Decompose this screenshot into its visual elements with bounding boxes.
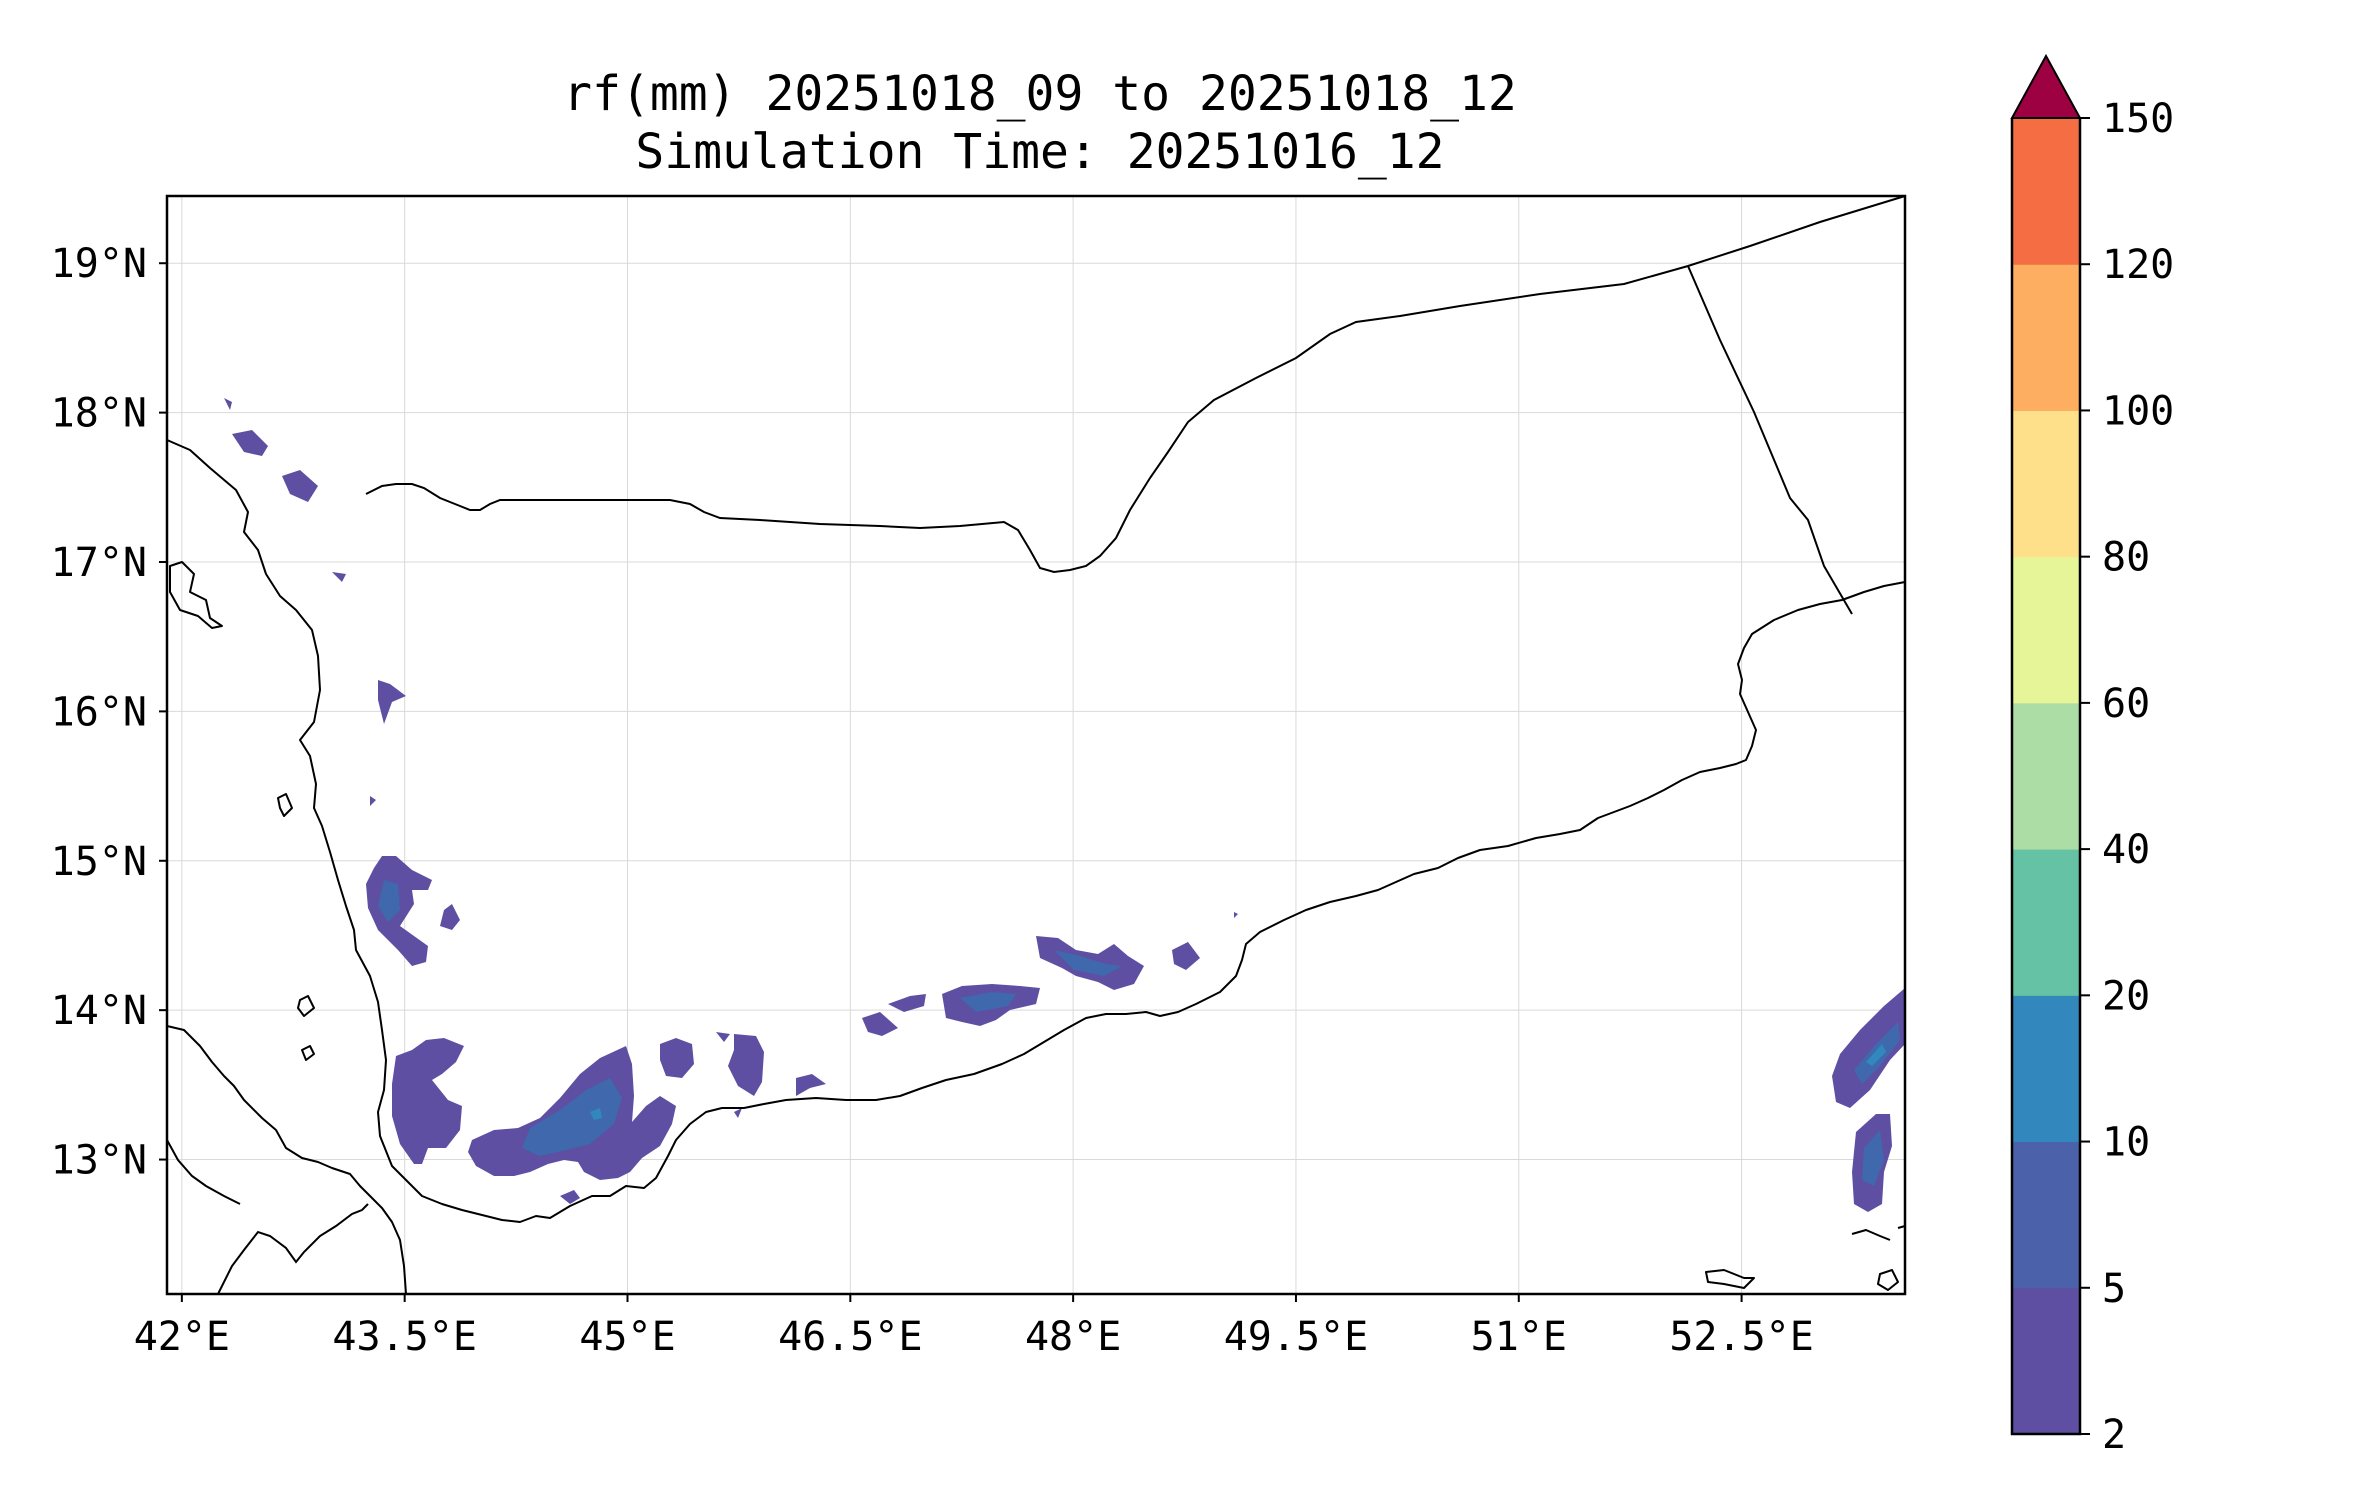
y-tick-label: 14°N [51,988,147,1034]
y-tick-label: 18°N [51,391,147,437]
colorbar-tick-label: 10 [2102,1120,2150,1166]
x-tick-label: 43.5°E [332,1314,477,1360]
colorbar-segment [2012,1141,2080,1289]
rain-patch-tihama-1 [332,572,346,582]
colorbar-segment [2012,118,2080,265]
colorbar-tick-label: 80 [2102,535,2150,581]
rain-patch-taiz-core-peak [590,1108,602,1120]
y-tick-label: 17°N [51,540,147,586]
rain-patch-socotra-2-core [1862,1130,1884,1186]
rain-patch-hadramaut-dot [1234,912,1238,918]
colorbar-segment [2012,1287,2080,1435]
rain-patch-tihama-2 [378,680,406,724]
rain-patch-shabwa-4-core [1054,950,1122,976]
colorbar-segment [2012,995,2080,1143]
map-panel [165,194,1907,1296]
rain-patch-shabwa-5 [1172,942,1200,970]
yemen-oman-border [1687,265,1853,615]
colorbar-segment [2012,849,2080,996]
map-frame [165,194,1907,1296]
rain-patch-taiz-core [522,1078,622,1156]
eritrea-coast-inner [166,1139,241,1205]
kamaran-island [277,793,293,817]
x-tick-label: 46.5°E [778,1314,923,1360]
rain-patch-north-coast-2 [282,470,318,502]
colorbar-tick-label: 2 [2102,1412,2126,1458]
rain-patch-north-dot [224,398,232,410]
y-axis-ticks: 13°N 14°N 15°N 16°N 17°N 18°N 19°N [51,241,167,1184]
x-tick-label: 49.5°E [1224,1314,1369,1360]
rain-patch-shabwa-3-core [960,992,1016,1012]
x-tick-label: 52.5°E [1669,1314,1814,1360]
rainfall-patches [224,398,1905,1212]
farasan-island [169,561,223,629]
colorbar: 2 5 10 20 40 60 80 100 120 150 [2010,53,2174,1458]
yemen-saudi-border [365,195,1906,574]
rain-patch-abyan-1 [796,1074,826,1096]
rain-patch-north-coast [232,430,268,456]
x-tick-label: 51°E [1471,1314,1567,1360]
colorbar-tick-label: 120 [2102,242,2174,288]
colorbar-tick-label: 100 [2102,388,2174,434]
colorbar-frame [2010,118,2082,1436]
rain-patch-socotra-1 [1832,988,1905,1108]
coastlines [166,439,1906,1295]
x-tick-label: 42°E [134,1314,230,1360]
rain-patch-bayda-west [716,1032,730,1042]
y-tick-label: 16°N [51,689,147,735]
rain-patch-socotra-1-peak [1866,1044,1886,1066]
x-tick-label: 48°E [1025,1314,1121,1360]
colorbar-tick-label: 40 [2102,827,2150,873]
colorbar-segment [2012,410,2080,558]
country-borders [166,195,1906,1295]
colorbar-tick-label: 20 [2102,973,2150,1019]
x-axis-ticks: 42°E 43.5°E 45°E 46.5°E 48°E 49.5°E 51°E 52.5°E [134,1294,1814,1360]
title-line-2: Simulation Time: 20251016_12 [635,124,1444,180]
rain-patch-shabwa-2 [888,994,926,1012]
y-tick-label: 15°N [51,839,147,885]
african-coast [166,1025,407,1295]
colorbar-segment [2012,702,2080,850]
rain-patch-tihama-3 [370,796,376,806]
rain-patch-abyan-2 [734,1108,742,1118]
rain-patch-shabwa-1 [862,1012,898,1036]
y-tick-label: 19°N [51,241,147,287]
colorbar-tick-label: 150 [2102,96,2174,142]
title-line-1: rf(mm) 20251018_09 to 20251018_12 [563,66,1517,122]
rain-patch-taiz-south [560,1190,580,1204]
rain-patch-west-highlands-core [378,880,400,922]
y-tick-label: 13°N [51,1138,147,1184]
rain-patch-west-small [440,904,460,930]
rain-patch-bayda [728,1034,764,1096]
colorbar-extend-arrow [2010,53,2082,119]
map-gridlines [167,196,1905,1294]
colorbar-segment [2012,556,2080,704]
colorbar-segment [2012,264,2080,411]
colorbar-tick-label: 5 [2102,1266,2126,1312]
eritrea-djibouti-border [217,1203,369,1295]
colorbar-tick-label: 60 [2102,681,2150,727]
rain-patch-taiz-west [392,1038,464,1164]
red-sea-island-2 [301,1045,315,1061]
abd-al-kuri-island [1705,1269,1755,1289]
x-tick-label: 45°E [579,1314,675,1360]
arabian-west-coast [166,439,1906,1223]
rain-patch-ibb [660,1038,694,1078]
red-sea-island-1 [297,995,315,1017]
